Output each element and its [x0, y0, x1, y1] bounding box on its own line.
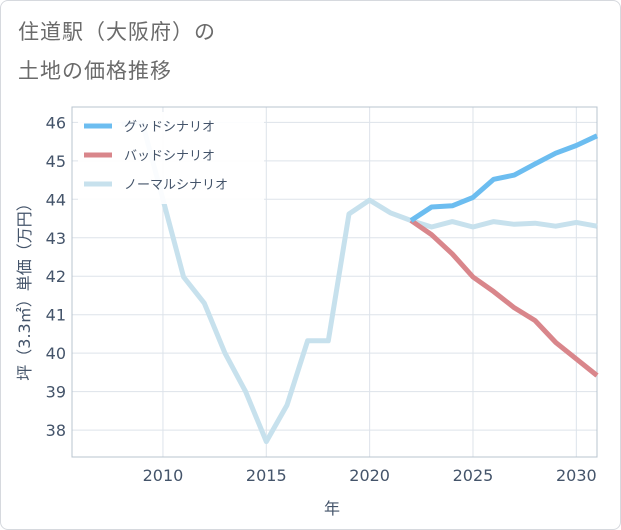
x-tick-label: 2015: [246, 466, 287, 485]
y-tick-label: 41: [46, 306, 66, 325]
y-tick-label: 45: [46, 152, 66, 171]
series-line-0: [409, 133, 599, 223]
y-tick-label: 40: [46, 344, 66, 363]
chart-title-line-2: 土地の価格推移: [18, 59, 172, 83]
x-tick-label: 2020: [349, 466, 390, 485]
series-layer: [121, 119, 599, 445]
x-tick-label: 2025: [453, 466, 494, 485]
x-tick-label: 2010: [143, 466, 184, 485]
x-axis-label: 年: [324, 499, 340, 518]
plot-area: [71, 106, 598, 458]
legend-label: グッドシナリオ: [124, 120, 215, 135]
grid-lines: [72, 107, 597, 457]
x-tick-label: 2030: [556, 466, 597, 485]
y-tick-label: 39: [46, 383, 66, 402]
tick-labels: 2010 2015 2020 2025 2030 38 39 40 41 42 43 44 45 46: [46, 113, 597, 485]
chart-title-line-1: 住道駅（大阪府）の: [18, 20, 216, 44]
series-line-2: [121, 119, 598, 445]
y-tick-label: 38: [46, 421, 66, 440]
legend-label: ノーマルシナリオ: [124, 178, 228, 193]
y-tick-label: 43: [46, 229, 66, 248]
legend-label: バッドシナリオ: [124, 149, 215, 164]
y-tick-label: 44: [46, 190, 66, 209]
y-tick-label: 46: [46, 113, 66, 132]
series-line-1: [409, 218, 599, 378]
y-tick-label: 42: [46, 267, 66, 286]
y-axis-label: 坪（3.3㎡）単価（万円）: [15, 195, 34, 380]
